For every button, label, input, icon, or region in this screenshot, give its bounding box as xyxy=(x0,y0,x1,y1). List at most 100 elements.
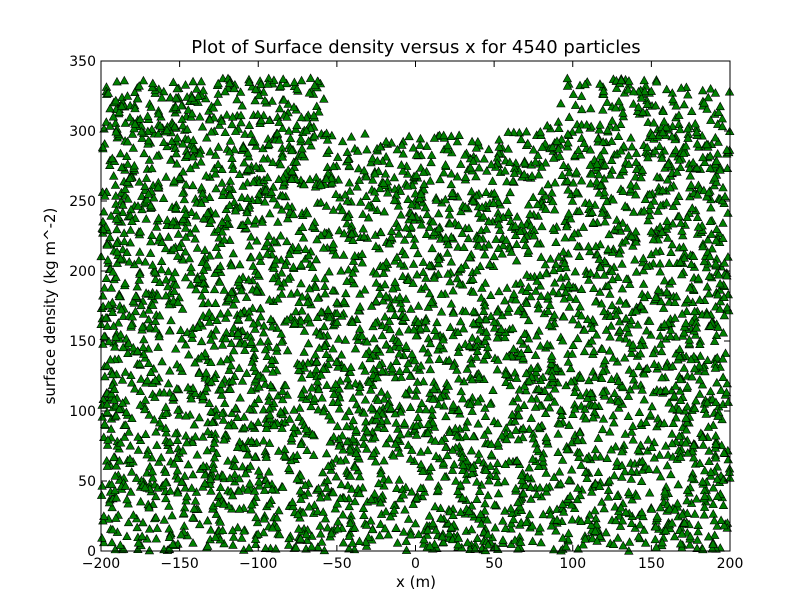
scatter-point xyxy=(128,296,138,306)
scatter-point xyxy=(471,171,481,181)
scatter-point xyxy=(312,376,323,386)
scatter-point xyxy=(239,422,250,432)
scatter-point xyxy=(502,283,512,292)
scatter-point xyxy=(180,80,191,89)
scatter-point xyxy=(475,261,485,271)
scatter-point xyxy=(621,323,632,332)
scatter-point xyxy=(190,431,201,441)
scatter-point xyxy=(359,510,369,520)
scatter-point xyxy=(453,242,463,251)
scatter-point xyxy=(620,353,630,362)
scatter-point xyxy=(483,216,494,225)
scatter-point xyxy=(449,459,459,469)
scatter-point xyxy=(431,331,441,340)
scatter-point xyxy=(328,239,339,248)
scatter-point xyxy=(403,514,414,523)
scatter-point xyxy=(391,356,402,366)
scatter-point xyxy=(333,334,344,343)
scatter-point xyxy=(305,174,315,184)
scatter-point xyxy=(587,169,597,178)
scatter-point xyxy=(383,188,393,197)
scatter-point xyxy=(652,511,662,521)
scatter-point xyxy=(453,220,464,230)
scatter-point xyxy=(523,199,534,209)
scatter-point xyxy=(659,418,669,428)
scatter-point xyxy=(712,149,723,158)
scatter-point xyxy=(486,449,497,459)
scatter-point xyxy=(229,345,239,355)
scatter-point xyxy=(466,186,477,196)
scatter-point xyxy=(532,330,542,340)
scatter-point xyxy=(526,394,537,403)
scatter-point xyxy=(635,519,645,529)
scatter-point xyxy=(682,508,692,518)
scatter-point xyxy=(411,430,422,439)
scatter-point xyxy=(626,427,637,436)
scatter-point xyxy=(123,498,133,508)
scatter-point xyxy=(112,76,122,86)
scatter-point xyxy=(237,100,247,110)
scatter-point xyxy=(165,445,175,454)
scatter-point xyxy=(543,179,553,189)
scatter-point xyxy=(682,381,693,391)
scatter-point xyxy=(163,378,174,388)
scatter-point xyxy=(250,324,260,333)
scatter-point xyxy=(483,490,493,500)
scatter-point xyxy=(687,106,697,115)
scatter-point xyxy=(697,476,708,486)
scatter-point xyxy=(97,533,107,542)
scatter-point xyxy=(256,115,267,125)
scatter-point xyxy=(664,258,674,267)
scatter-point xyxy=(705,386,716,396)
scatter-point xyxy=(140,185,150,195)
scatter-point xyxy=(574,251,585,261)
scatter-point xyxy=(422,209,432,219)
scatter-point xyxy=(515,501,525,511)
scatter-point xyxy=(119,228,129,237)
scatter-point xyxy=(647,401,657,411)
scatter-point xyxy=(585,246,595,256)
scatter-point xyxy=(699,185,709,195)
scatter-point xyxy=(537,142,548,151)
scatter-point xyxy=(218,470,228,480)
scatter-point xyxy=(107,537,117,547)
scatter-point xyxy=(557,455,568,464)
scatter-point xyxy=(692,139,702,148)
scatter-point xyxy=(120,278,130,288)
scatter-point xyxy=(707,544,717,553)
scatter-point xyxy=(503,127,513,136)
scatter-point xyxy=(699,502,710,511)
scatter-point xyxy=(456,386,466,396)
x-tick-label: 100 xyxy=(559,556,586,572)
scatter-point xyxy=(458,465,468,474)
scatter-point xyxy=(471,143,482,152)
scatter-point xyxy=(480,278,491,287)
scatter-point xyxy=(521,126,532,136)
scatter-point xyxy=(222,212,232,222)
scatter-point xyxy=(274,505,284,515)
scatter-point xyxy=(665,331,676,340)
scatter-point xyxy=(444,203,455,212)
scatter-point xyxy=(475,325,486,334)
scatter-point xyxy=(394,327,404,336)
scatter-point xyxy=(229,454,240,464)
scatter-point xyxy=(330,503,341,513)
scatter-point xyxy=(100,371,110,381)
scatter-point xyxy=(220,398,230,407)
scatter-point xyxy=(284,463,294,472)
scatter-point xyxy=(401,536,412,545)
scatter-point xyxy=(630,172,641,181)
scatter-point xyxy=(702,104,712,113)
scatter-point xyxy=(268,193,279,203)
scatter-point xyxy=(190,496,201,505)
scatter-point xyxy=(564,475,574,484)
scatter-point xyxy=(603,492,614,501)
scatter-point xyxy=(154,457,164,466)
scatter-point xyxy=(159,515,169,524)
scatter-point xyxy=(371,296,381,306)
scatter-point xyxy=(378,295,388,305)
scatter-point xyxy=(237,192,247,202)
scatter-point xyxy=(489,251,499,261)
scatter-point xyxy=(112,238,122,247)
scatter-point xyxy=(670,297,680,307)
